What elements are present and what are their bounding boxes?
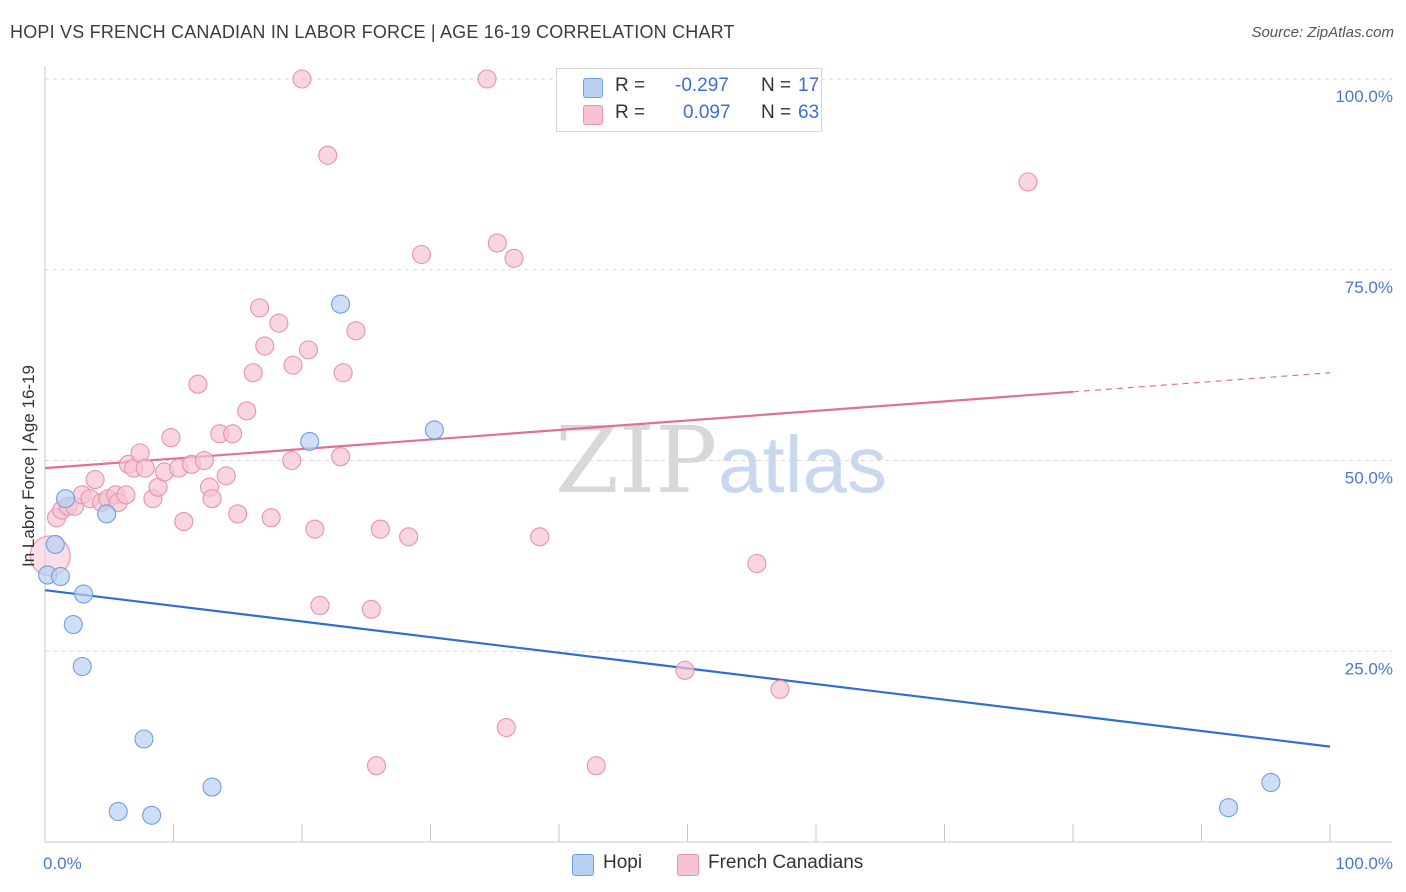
hopi-point-16	[1261, 772, 1281, 793]
french-point-37	[269, 313, 289, 333]
y-tick-label-2: 75.0%	[1345, 278, 1393, 297]
watermark: ZIP atlas	[555, 407, 887, 514]
french-point-27	[202, 489, 222, 509]
y-tick-label-3: 100.0%	[1335, 87, 1393, 106]
hopi-point-10	[142, 805, 162, 825]
french-point-45	[330, 447, 351, 467]
bottom-french-label: French Canadians	[708, 852, 864, 873]
french-point-25	[194, 450, 214, 471]
french-point-50	[370, 519, 390, 539]
hopi-point-6	[72, 656, 92, 677]
french-point-29	[216, 466, 236, 486]
hopi-point-8	[134, 729, 154, 749]
tick-labels: 25.0% 50.0% 75.0% 100.0% 0.0% 100.0%	[43, 87, 1393, 873]
french-point-33	[243, 363, 263, 383]
hopi-r-label: R =	[615, 75, 646, 96]
french-r-value: 0.097	[683, 102, 731, 123]
hopi-point-11	[202, 777, 222, 797]
hopi-swatch	[583, 78, 603, 98]
french-point-48	[361, 599, 381, 619]
french-point-32	[237, 401, 257, 421]
x-tick-label-0: 0.0%	[43, 854, 82, 873]
french-point-63	[1018, 172, 1038, 192]
y-tick-label-1: 50.0%	[1345, 469, 1393, 488]
bottom-hopi-label: Hopi	[603, 852, 643, 873]
french-point-30	[223, 424, 243, 444]
hopi-point-5	[74, 584, 94, 604]
french-trend-line	[44, 390, 1074, 470]
hopi-point-4	[63, 614, 83, 635]
hopi-point-15	[1218, 798, 1239, 818]
french-point-24	[188, 374, 208, 394]
french-trend-extension	[1072, 372, 1331, 393]
hopi-point-13	[330, 294, 351, 314]
hopi-point-2	[50, 566, 70, 587]
french-point-57	[530, 527, 550, 547]
french-point-61	[747, 553, 767, 574]
french-point-31	[228, 504, 248, 524]
french-point-34	[250, 298, 270, 318]
french-r-label: R =	[615, 102, 646, 123]
french-point-52	[411, 244, 432, 265]
watermark-atlas: atlas	[718, 420, 887, 509]
french-point-35	[255, 336, 275, 356]
french-point-62	[770, 679, 790, 699]
x-tick-label-1: 100.0%	[1335, 854, 1393, 873]
french-point-20	[161, 428, 181, 448]
hopi-points	[38, 294, 1281, 825]
stats-legend: R = -0.297 N = 17 R = 0.097 N = 63	[556, 68, 822, 132]
french-point-22	[174, 511, 194, 532]
y-axis-label: In Labor Force | Age 16-19	[19, 365, 38, 567]
hopi-point-12	[300, 431, 320, 451]
french-point-43	[310, 595, 330, 616]
french-point-41	[298, 340, 318, 360]
french-point-7	[85, 470, 105, 490]
watermark-zip: ZIP	[555, 407, 717, 514]
french-swatch	[583, 105, 603, 125]
french-n-label: N =	[761, 102, 792, 123]
source-label: Source: ZipAtlas.com	[1251, 24, 1394, 41]
french-point-54	[487, 233, 507, 253]
y-tick-label-0: 25.0%	[1345, 659, 1393, 678]
bottom-hopi-swatch	[572, 854, 594, 876]
french-point-47	[346, 321, 366, 341]
french-n-value: 63	[798, 102, 820, 123]
french-point-38	[282, 450, 302, 471]
french-point-36	[261, 508, 281, 528]
hopi-r-value: -0.297	[675, 75, 729, 96]
french-points	[29, 69, 1038, 776]
french-point-16	[135, 458, 155, 478]
bottom-french-swatch	[677, 854, 699, 876]
hopi-n-label: N =	[761, 75, 792, 96]
chart-title: HOPI VS FRENCH CANADIAN IN LABOR FORCE |…	[10, 22, 735, 42]
french-point-49	[366, 756, 387, 776]
hopi-point-1	[45, 534, 65, 554]
french-point-55	[496, 717, 516, 738]
hopi-point-7	[97, 504, 117, 524]
french-point-59	[586, 756, 606, 776]
french-point-46	[333, 363, 353, 383]
french-point-53	[477, 69, 497, 89]
french-point-60	[675, 660, 695, 680]
french-point-44	[318, 145, 338, 165]
hopi-point-3	[56, 489, 76, 509]
french-point-42	[305, 519, 325, 539]
hopi-point-9	[108, 801, 128, 822]
hopi-point-14	[424, 420, 444, 440]
french-point-56	[504, 248, 524, 268]
french-point-39	[283, 355, 303, 375]
gridlines	[45, 78, 1392, 652]
french-point-51	[399, 527, 419, 547]
french-point-12	[116, 485, 136, 505]
hopi-n-value: 17	[798, 75, 820, 96]
french-point-40	[292, 69, 312, 89]
axes	[44, 66, 1392, 843]
